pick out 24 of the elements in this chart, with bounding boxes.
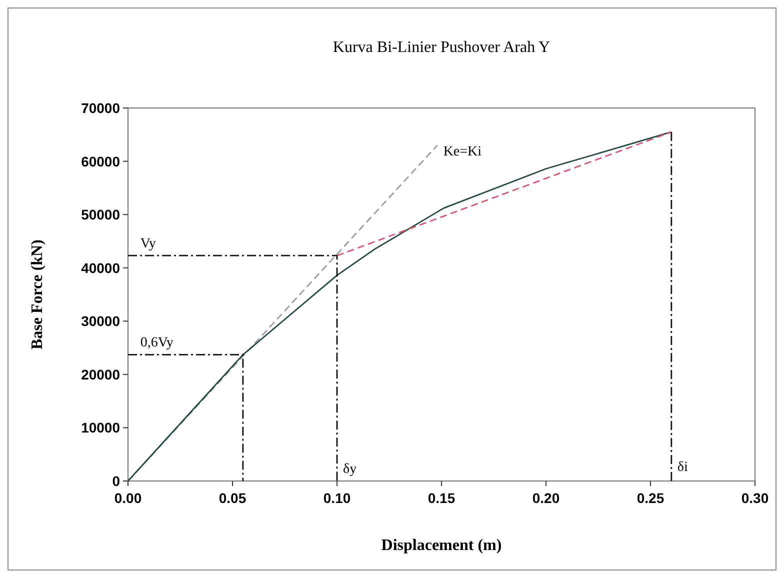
annotation: Ke=Ki: [443, 144, 482, 160]
y-axis-title: Base Force (kN): [29, 240, 46, 350]
annotation: 0,6Vy: [140, 336, 174, 351]
y-tick-label: 60000: [81, 153, 120, 170]
annotation: δy: [343, 462, 357, 477]
x-tick-label: 0.30: [741, 490, 769, 506]
chart-title: Kurva Bi-Linier Pushover Arah Y: [332, 39, 551, 56]
x-tick-label: 0.25: [636, 490, 664, 506]
y-tick-label: 20000: [81, 366, 120, 382]
x-tick-label: 0.20: [532, 490, 560, 506]
x-axis-title: Displacement (m): [381, 537, 502, 554]
annotation: Vy: [140, 236, 156, 252]
x-tick-label: 0.15: [428, 490, 456, 506]
x-tick-label: 0.00: [114, 490, 142, 506]
x-tick-label: 0.05: [218, 490, 246, 506]
annotation: δi: [677, 460, 688, 475]
y-tick-label: 50000: [81, 206, 120, 223]
y-tick-label: 10000: [81, 420, 120, 436]
y-tick-label: 40000: [81, 260, 120, 276]
y-tick-label: 0: [112, 473, 120, 489]
y-tick-label: 30000: [81, 313, 120, 330]
x-tick-label: 0.10: [323, 490, 351, 506]
y-tick-label: 70000: [81, 100, 120, 116]
line-series: [127, 131, 672, 482]
